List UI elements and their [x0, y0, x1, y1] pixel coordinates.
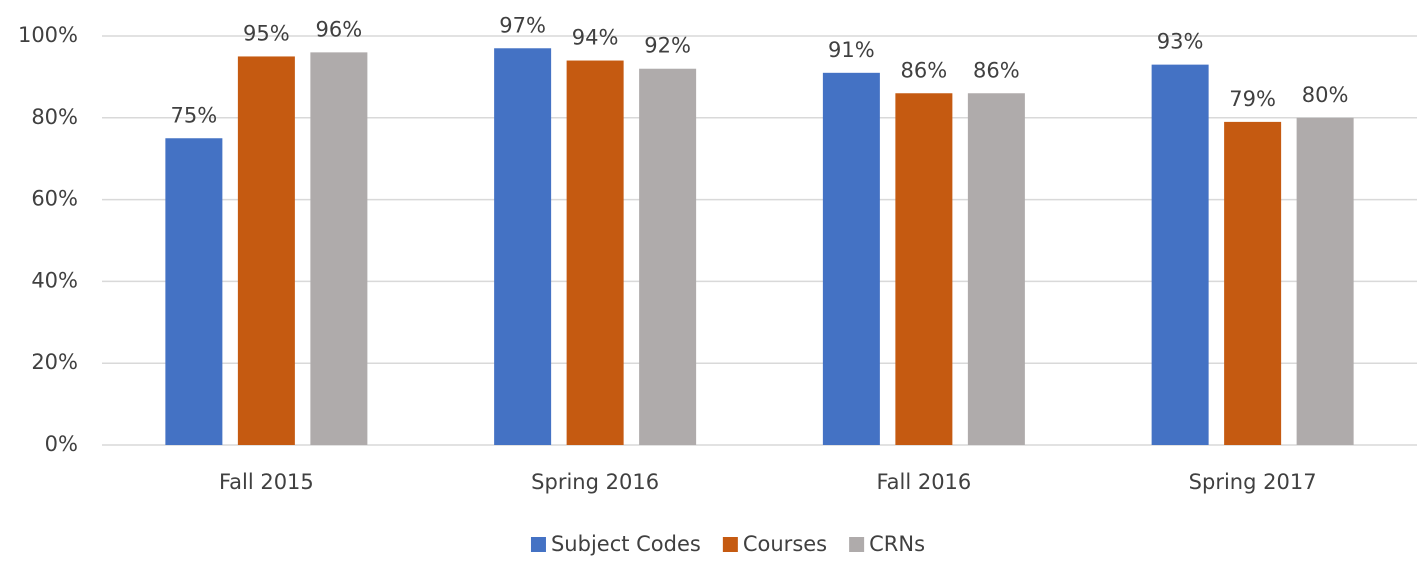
legend-swatch — [530, 537, 546, 552]
bar — [895, 93, 953, 445]
legend-label: Courses — [743, 532, 827, 556]
data-label: 75% — [171, 103, 218, 127]
data-label: 79% — [1229, 87, 1276, 111]
y-tick-label: 60% — [31, 187, 78, 211]
data-label: 97% — [499, 13, 546, 37]
x-tick-label: Fall 2015 — [219, 470, 314, 494]
y-tick-label: 20% — [31, 350, 78, 374]
data-label: 86% — [901, 58, 948, 82]
bar — [566, 60, 624, 445]
data-label: 96% — [316, 17, 363, 41]
data-label: 80% — [1302, 83, 1349, 107]
y-tick-label: 100% — [18, 23, 78, 47]
y-tick-label: 0% — [45, 432, 78, 456]
legend-swatch — [849, 537, 865, 552]
bar — [822, 72, 880, 445]
y-tick-label: 80% — [31, 105, 78, 129]
bar — [494, 48, 552, 446]
bar — [1224, 121, 1282, 445]
x-tick-label: Spring 2017 — [1189, 470, 1317, 494]
bar — [967, 93, 1025, 445]
data-label: 86% — [973, 58, 1020, 82]
x-tick-label: Fall 2016 — [876, 470, 971, 494]
y-tick-label: 40% — [31, 268, 78, 292]
legend-label: Subject Codes — [551, 532, 701, 556]
bar — [1151, 64, 1209, 445]
data-label: 94% — [572, 26, 619, 50]
data-label: 91% — [828, 38, 875, 62]
data-label: 95% — [243, 21, 290, 45]
x-tick-label: Spring 2016 — [531, 470, 659, 494]
bar — [639, 68, 697, 445]
bar — [165, 138, 223, 445]
bar — [237, 56, 295, 445]
data-label: 93% — [1157, 30, 1204, 54]
data-label: 92% — [644, 34, 691, 58]
bar — [310, 52, 368, 446]
legend-label: CRNs — [869, 532, 925, 556]
legend-swatch — [722, 537, 738, 552]
bar — [1296, 117, 1354, 446]
